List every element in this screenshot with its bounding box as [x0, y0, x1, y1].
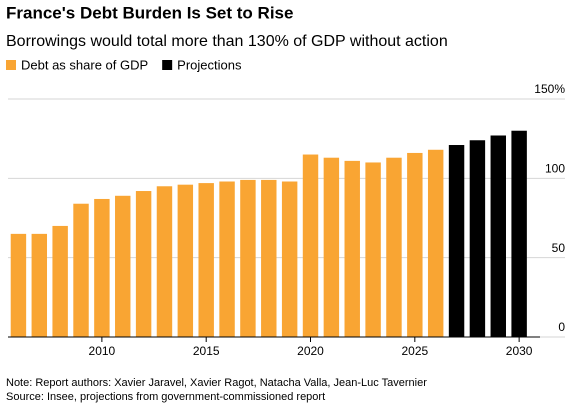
source: Source: Insee, projections from governme… — [6, 391, 325, 403]
bar — [344, 160, 360, 337]
bar — [52, 225, 68, 337]
bar — [73, 203, 89, 337]
legend-swatch — [162, 60, 173, 70]
bar — [386, 157, 402, 337]
bar — [135, 191, 152, 337]
bar — [10, 233, 27, 337]
x-tick-label: 2015 — [193, 344, 220, 358]
bar — [281, 181, 298, 337]
bar — [198, 183, 214, 337]
y-tick-label: 0 — [558, 320, 565, 334]
bar — [511, 130, 527, 337]
bar — [177, 184, 194, 337]
bar — [156, 186, 173, 337]
chart-title: France's Debt Burden Is Set to Rise — [6, 3, 293, 22]
bar — [490, 135, 506, 337]
x-tick-label: 2025 — [401, 344, 428, 358]
note: Note: Report authors: Xavier Jaravel, Xa… — [6, 377, 427, 389]
bar — [219, 181, 235, 337]
bar — [448, 145, 465, 337]
y-tick-label: 100 — [545, 162, 565, 176]
x-tick-label: 2020 — [297, 344, 324, 358]
chart-subtitle: Borrowings would total more than 130% of… — [6, 33, 448, 50]
bar — [261, 179, 277, 337]
x-tick-label: 2030 — [506, 344, 533, 358]
y-tick-label: 150% — [534, 82, 565, 96]
bar — [407, 152, 423, 337]
legend-label: Projections — [177, 57, 242, 72]
legend-label: Debt as share of GDP — [21, 57, 148, 72]
bar — [240, 179, 256, 337]
bar — [323, 157, 340, 337]
bar — [31, 233, 48, 337]
y-tick-label: 50 — [552, 241, 566, 255]
bar — [115, 195, 131, 337]
bar — [302, 154, 319, 337]
bar — [94, 198, 110, 337]
bar — [427, 149, 444, 337]
x-tick-label: 2010 — [89, 344, 116, 358]
legend-swatch — [6, 60, 16, 70]
bar — [469, 140, 486, 337]
bar — [365, 162, 381, 337]
